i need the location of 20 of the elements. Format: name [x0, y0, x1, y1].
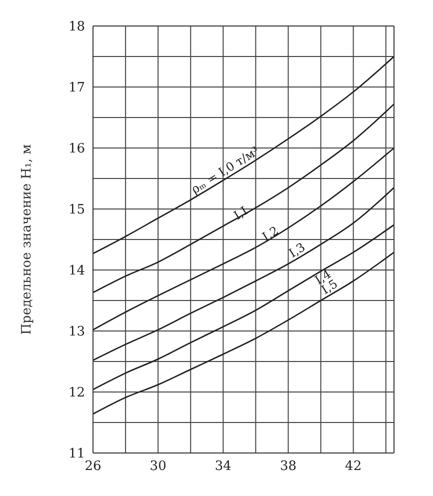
- y-tick-label: 14: [68, 264, 85, 279]
- x-tick-label: 30: [150, 459, 166, 474]
- y-tick-label: 17: [68, 80, 85, 96]
- x-tick-label: 42: [345, 459, 362, 474]
- line-series: [93, 147, 394, 330]
- text: I,2: [260, 224, 282, 244]
- y-tick-label: 11: [68, 446, 85, 462]
- y-tick-label: 12: [68, 386, 85, 401]
- y-tick-label: 15: [68, 202, 85, 218]
- y-axis-title: Предельное значение H₁, м: [20, 144, 35, 335]
- x-tick-label: 34: [214, 459, 232, 474]
- text: ρₘ = I,0 т/м³: [188, 144, 262, 196]
- line-series: [93, 224, 394, 390]
- y-tick-label: 16: [68, 142, 85, 157]
- text: I,3: [286, 240, 308, 260]
- x-tick-label: 38: [280, 459, 297, 474]
- x-tick-label: 26: [84, 459, 102, 474]
- line-series: [93, 103, 394, 294]
- y-tick-label: 18: [68, 20, 85, 35]
- y-tick-label: 13: [68, 324, 85, 340]
